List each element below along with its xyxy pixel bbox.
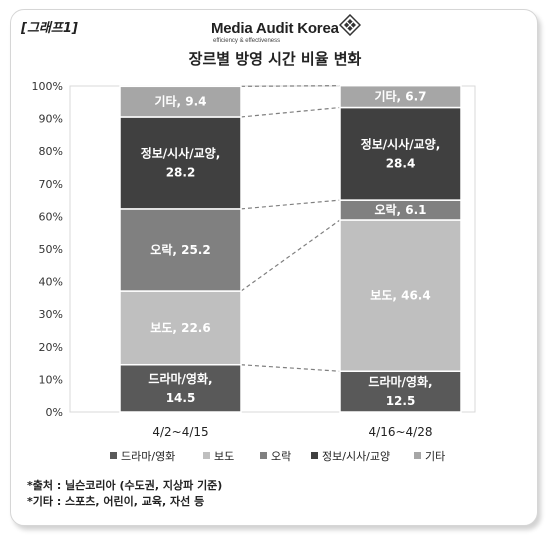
connector-line	[240, 199, 341, 210]
legend-label: 오락	[271, 450, 291, 463]
legend-label: 보도	[214, 450, 234, 463]
y-tick-label: 0%	[46, 406, 63, 419]
bar-segment	[339, 370, 462, 413]
media-audit-korea-logo: Media Audit Korea efficiency & effective…	[211, 14, 361, 48]
legend-swatch	[110, 452, 117, 459]
y-tick-label: 70%	[39, 178, 63, 191]
data-label: 정보/시사/교양,	[361, 136, 441, 151]
legend-swatch	[203, 452, 210, 459]
data-label: 28.2	[166, 165, 196, 179]
y-tick-label: 10%	[39, 373, 63, 386]
y-tick-label: 90%	[39, 113, 63, 126]
data-label: 드라마/영화,	[148, 371, 212, 386]
chart-title: 장르별 방영 시간 비율 변화	[188, 50, 362, 68]
bar-segment	[339, 84, 462, 109]
y-tick-label: 100%	[32, 80, 63, 93]
connector-line	[240, 219, 341, 292]
data-label: 정보/시사/교양,	[141, 145, 221, 160]
y-tick-label: 50%	[39, 243, 63, 256]
bar-segment	[119, 85, 242, 118]
connector-line	[240, 85, 341, 87]
x-category-label: 4/2~4/15	[152, 425, 208, 439]
logo-mark-icon	[339, 14, 361, 36]
y-tick-label: 30%	[39, 308, 63, 321]
bar-segment	[119, 116, 242, 210]
data-label: 기타, 9.4	[154, 94, 206, 109]
x-category-label: 4/16~4/28	[369, 425, 433, 439]
bar-segment	[119, 290, 242, 366]
legend-label: 정보/시사/교양	[322, 450, 390, 463]
y-tick-label: 20%	[39, 341, 63, 354]
connector-line	[240, 364, 341, 372]
connector-line	[240, 106, 341, 118]
legend-swatch	[260, 452, 267, 459]
data-label: 28.4	[386, 156, 416, 170]
data-label: 기타, 6.7	[374, 89, 426, 104]
bar-segment	[119, 363, 242, 413]
bar-segment	[339, 106, 462, 201]
y-tick-label: 40%	[39, 276, 63, 289]
legend-label: 드라마/영화	[121, 450, 175, 463]
other-note: *기타 : 스포츠, 어린이, 교육, 자선 등	[27, 495, 205, 508]
figure-tag: [그래프1]	[21, 21, 78, 36]
data-label: 12.5	[386, 394, 416, 408]
y-tick-label: 80%	[39, 145, 63, 158]
data-label: 드라마/영화,	[368, 374, 432, 389]
legend-label: 기타	[425, 450, 445, 463]
logo-tagline: efficiency & effectiveness	[213, 38, 281, 44]
data-label: 14.5	[166, 391, 196, 405]
data-label: 오락, 6.1	[374, 203, 426, 217]
legend-swatch	[311, 452, 318, 459]
source-note: *출처 : 닐슨코리아 (수도권, 지상파 기준)	[27, 479, 223, 492]
bar-segment	[119, 208, 242, 292]
y-tick-label: 60%	[39, 210, 63, 223]
data-label: 보도, 46.4	[370, 289, 430, 303]
logo-name: Media Audit Korea	[211, 20, 339, 37]
bar-segment	[339, 219, 462, 372]
data-label: 보도, 22.6	[150, 321, 210, 335]
legend-swatch	[414, 452, 421, 459]
data-label: 오락, 25.2	[150, 243, 210, 257]
